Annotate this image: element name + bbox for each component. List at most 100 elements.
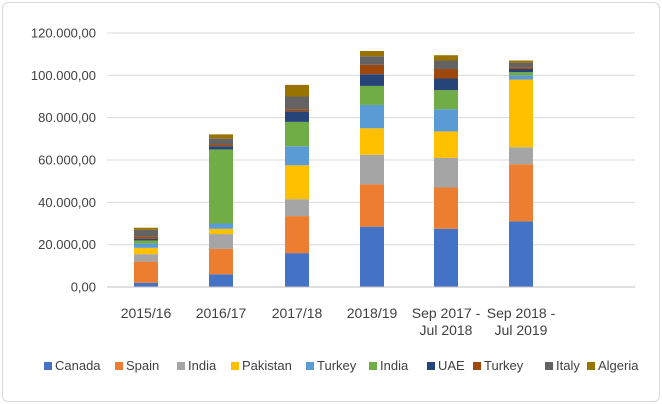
legend-swatch [231,362,239,370]
legend-label: Spain [126,358,159,373]
bar-segment [434,228,458,287]
x-tick-label: Jul 2018 [420,322,473,338]
x-tick-label: 2015/16 [121,305,172,321]
legend-swatch [115,362,123,370]
legend-label: Canada [55,358,101,373]
legend-swatch [545,362,553,370]
y-tick-label: 0,00 [71,280,96,295]
bar-segment [285,199,309,217]
bar-segment [360,128,384,155]
x-axis-category-labels: 2015/16 2016/17 2017/18 2018/19 Sep 2017 -Ju… [121,305,556,338]
bar-segment [285,253,309,287]
legend-item: India [369,358,409,373]
bar-segment [134,227,158,230]
legend-item: Turkey [473,358,524,373]
bar-segment [434,131,458,158]
legend-item: UAE [427,358,465,373]
bar-segment [209,223,233,229]
bar-segment [434,109,458,132]
bar-segment [209,274,233,287]
bar-segment [360,50,384,57]
legend-label: Turkey [484,358,524,373]
bar-stack [434,55,458,287]
bar-stack [285,84,309,287]
legend-item: Spain [115,358,159,373]
y-tick-label: 80.000,00 [38,110,96,125]
stacked-bar-chart: 0,00 20.000,00 40.000,00 60.000,00 80.000,00… [31,26,639,374]
legend-swatch [44,362,52,370]
legend: Canada Spain India Pakistan Turkey India UAE Tu… [44,358,639,373]
bar-segment [434,187,458,229]
bar-segment [360,74,384,86]
bar-segment [360,154,384,185]
y-tick-label: 40.000,00 [38,195,96,210]
legend-swatch [369,362,377,370]
bar-segment [285,109,309,112]
bar-segment [134,247,158,255]
bar-segment [134,240,158,244]
bar-segment [360,64,384,75]
bar-segment [360,56,384,65]
bar-segment [285,146,309,166]
bar-stack [360,50,384,287]
bar-segment [134,243,158,248]
x-tick-label: Sep 2018 - [487,305,556,321]
bar-segment [360,104,384,129]
bar-segment [509,68,533,73]
y-tick-label: 60.000,00 [38,153,96,168]
legend-label: Algeria [598,358,639,373]
x-tick-label: Sep 2017 - [412,305,481,321]
bar-segment [209,248,233,275]
x-tick-label: 2018/19 [347,305,398,321]
bar-segment [285,165,309,200]
x-tick-label: 2016/17 [196,305,247,321]
bar-segment [509,147,533,165]
legend-swatch [473,362,481,370]
legend-swatch [177,362,185,370]
bar-segment [209,146,233,150]
legend-label: Pakistan [242,358,292,373]
bar-segment [209,149,233,224]
bars [134,50,533,287]
bar-segment [209,144,233,147]
bar-segment [360,226,384,287]
legend-item: Canada [44,358,101,373]
legend-swatch [427,362,435,370]
legend-label: UAE [438,358,465,373]
bar-segment [360,184,384,227]
bar-segment [134,236,158,239]
y-tick-label: 100.000,00 [31,68,96,83]
bar-segment [509,75,533,80]
bar-segment [209,228,233,235]
bar-segment [434,157,458,188]
bar-segment [134,254,158,262]
legend-item: India [177,358,217,373]
legend-swatch [306,362,314,370]
legend-item: Italy [545,358,580,373]
x-tick-label: Jul 2019 [495,322,548,338]
bar-stack [209,134,233,287]
bar-segment [209,134,233,139]
bar-segment [134,238,158,241]
legend-item: Turkey [306,358,357,373]
bar-segment [434,60,458,69]
bar-segment [360,85,384,105]
bar-segment [509,67,533,69]
bar-segment [285,121,309,147]
y-axis-tick-labels: 0,00 20.000,00 40.000,00 60.000,00 80.000,00… [31,26,96,295]
x-tick-label: 2017/18 [272,305,323,321]
bar-segment [434,68,458,79]
bar-segment [509,164,533,222]
bar-segment [285,96,309,110]
bar-segment [509,221,533,287]
bar-stack [134,227,158,287]
bar-segment [434,55,458,61]
legend-label: India [380,358,409,373]
y-tick-label: 120.000,00 [31,26,96,41]
bar-stack [509,60,533,287]
legend-swatch [587,362,595,370]
legend-item: Algeria [587,358,639,373]
bar-segment [209,138,233,145]
bar-segment [134,261,158,283]
